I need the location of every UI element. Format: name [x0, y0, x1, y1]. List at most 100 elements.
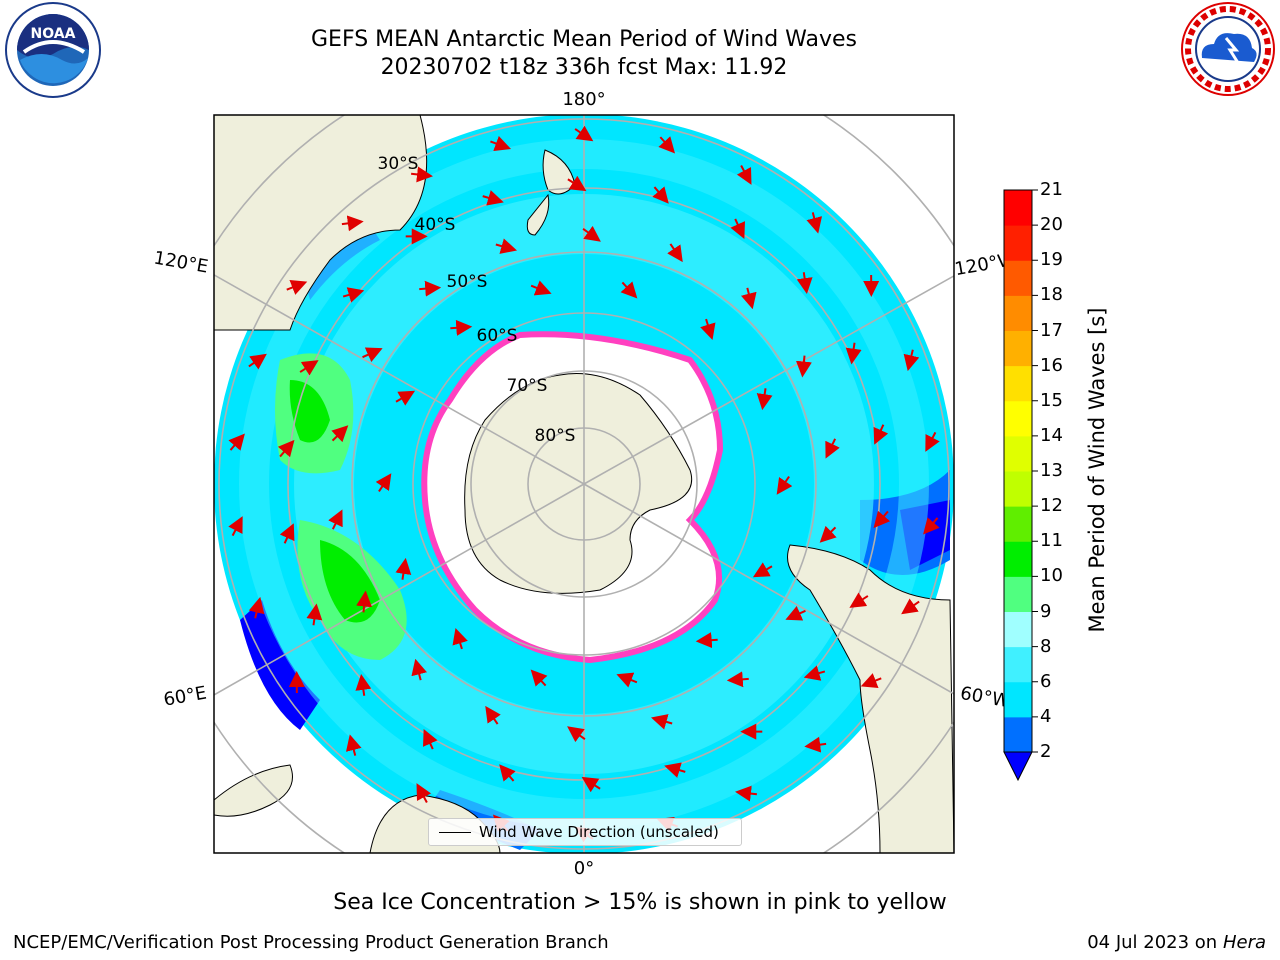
wind-wave-arrow: [228, 516, 243, 537]
sea-ice-footnote: Sea Ice Concentration > 15% is shown in …: [333, 890, 947, 915]
wind-wave-arrow: [620, 281, 638, 299]
lat-label-80s: 80°S: [535, 426, 576, 446]
colorbar-segment: [1004, 541, 1032, 577]
wind-wave-arrow: [616, 672, 638, 688]
wind-wave-arrow: [286, 280, 308, 295]
wind-wave-arrows: [228, 125, 940, 843]
colorbar-segment: [1004, 330, 1032, 367]
antarctica-land: [464, 373, 692, 594]
svg-text:NOAA: NOAA: [31, 26, 76, 42]
wind-wave-arrow: [664, 762, 686, 778]
wind-wave-arrow: [901, 598, 920, 615]
wind-wave-arrow: [342, 287, 365, 303]
wind-wave-arrow: [658, 136, 676, 154]
wind-wave-arrow: [736, 165, 752, 185]
lon-label-left-lower: 60°E: [162, 682, 208, 710]
colorbar-tick-label: 11: [1040, 530, 1063, 552]
wind-wave-arrow: [819, 525, 837, 543]
colorbar-segment: [1004, 190, 1032, 226]
chart-subtitle: 20230702 t18z 336h fcst Max: 11.92: [380, 55, 788, 80]
wind-wave-arrow: [419, 280, 442, 297]
wind-wave-arrow: [248, 353, 267, 370]
wind-wave-arrow: [574, 125, 594, 142]
noaa-logo: NOAA: [5, 2, 101, 98]
wind-wave-arrow: [752, 562, 773, 578]
wind-wave-arrow: [581, 776, 601, 793]
wind-wave-arrow: [345, 734, 362, 756]
colorbar-segment: [1004, 435, 1032, 472]
wind-wave-arrow: [306, 603, 323, 626]
wind-wave-arrow: [277, 439, 295, 458]
colorbar-title: Mean Period of Wind Waves [s]: [1085, 307, 1109, 633]
wind-wave-arrow: [849, 592, 869, 608]
wind-wave-arrow: [923, 517, 940, 535]
colorbar-segment: [1004, 400, 1032, 437]
wind-wave-arrow: [375, 473, 392, 492]
wind-wave-arrow: [331, 425, 349, 443]
wind-wave-arrow: [582, 225, 601, 242]
wind-wave-arrow: [650, 714, 673, 730]
wind-wave-arrow: [873, 424, 889, 445]
wind-wave-arrow: [490, 135, 512, 151]
wind-wave-arrow: [730, 218, 745, 239]
lat-label-60s: 60°S: [477, 326, 518, 346]
wind-wave-arrow: [395, 390, 416, 406]
credit-machine: Hera: [1222, 932, 1266, 953]
wind-wave-arrow: [804, 736, 827, 753]
wind-wave-arrow: [873, 510, 891, 529]
wind-wave-arrow: [328, 509, 343, 530]
colorbar-segment: [1004, 506, 1032, 542]
colorbar-segment: [1004, 646, 1032, 683]
wind-wave-arrow: [279, 523, 295, 544]
colorbar-extend-triangle: [1003, 751, 1033, 782]
lat-label-40s: 40°S: [415, 215, 456, 235]
wind-wave-arrow: [248, 596, 265, 619]
colorbar-segment: [1004, 471, 1032, 507]
wind-wave-arrow: [776, 476, 793, 495]
wind-wave-arrow: [700, 318, 716, 341]
lat-label-70s: 70°S: [507, 376, 548, 396]
colorbar-segment: [1004, 295, 1032, 331]
wind-wave-arrow: [411, 166, 433, 183]
wind-wave-arrow: [567, 726, 586, 743]
wind-wave-arrow: [741, 287, 757, 310]
colorbar-segment: [1004, 716, 1032, 753]
wind-wave-arrow: [785, 605, 806, 621]
wind-wave-arrow: [395, 557, 412, 580]
wind-wave-arrow: [667, 243, 683, 263]
legend-label: Wind Wave Direction (unscaled): [479, 823, 719, 841]
wind-wave-arrow: [485, 705, 501, 725]
chart-title: GEFS MEAN Antarctic Mean Period of Wind …: [311, 27, 857, 52]
wind-wave-arrow: [530, 669, 548, 687]
wind-wave-arrow: [299, 360, 319, 376]
wind-wave-arrow: [925, 431, 940, 452]
legend-line-swatch: [439, 832, 471, 833]
colorbar-tick-label: 18: [1040, 284, 1063, 306]
colorbar-tick-label: 15: [1040, 389, 1063, 411]
lon-label-left-upper: 120°E: [152, 247, 210, 277]
lon-label-bottom: 0°: [574, 858, 594, 879]
colorbar-tick-label: 20: [1040, 214, 1063, 236]
wind-wave-arrow: [652, 186, 669, 204]
wind-wave-arrow: [860, 673, 882, 688]
credit-left: NCEP/EMC/Verification Post Processing Pr…: [13, 932, 609, 953]
colorbar-tick-label: 19: [1040, 249, 1063, 271]
wind-wave-arrow: [362, 347, 383, 363]
wind-wave-arrow: [845, 342, 862, 365]
colorbar-tick-label: 14: [1040, 424, 1063, 446]
credit-right: 04 Jul 2023 on Hera: [1087, 932, 1266, 953]
lat-label-50s: 50°S: [447, 272, 488, 292]
colorbar-tick-label: 12: [1040, 495, 1063, 517]
colorbar-segment: [1004, 611, 1032, 648]
wind-wave-arrow: [450, 319, 473, 336]
wind-wave-arrow: [452, 627, 468, 650]
wind-wave-arrow: [825, 438, 840, 459]
colorbar-tick-label: 10: [1040, 565, 1063, 587]
wind-wave-arrow: [735, 785, 757, 802]
wind-wave-arrow: [695, 632, 718, 649]
wind-wave-arrow: [795, 355, 812, 378]
wind-wave-arrow: [803, 665, 826, 681]
colorbar-tick-label: 16: [1040, 354, 1063, 376]
colorbar-segment: [1004, 576, 1032, 612]
